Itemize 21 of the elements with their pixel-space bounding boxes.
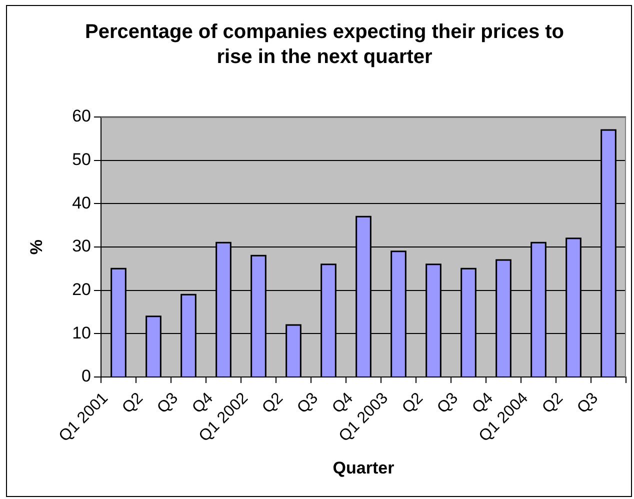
x-tick-label: Q2: [539, 390, 567, 417]
x-tick-label: Q3: [294, 390, 322, 417]
y-tick-label: 50: [72, 150, 91, 170]
x-tick-label: Q4: [189, 390, 217, 417]
x-tick-label: Q2: [259, 390, 287, 417]
x-tick-label: Q3: [154, 390, 182, 417]
x-tick-label: Q2: [399, 390, 427, 417]
x-tick-label: Q3: [434, 390, 462, 417]
y-tick-label: 60: [72, 106, 91, 126]
x-tick-label: Q3: [574, 390, 602, 417]
x-tick-label: Q4: [469, 390, 497, 417]
y-axis-title: %: [26, 239, 46, 255]
y-tick-label: 40: [72, 193, 91, 212]
x-tick-label: Q4: [329, 390, 357, 417]
chart-title: Percentage of companies expecting their prices to rise in the next quarter: [84, 21, 564, 68]
y-tick-label: 20: [72, 280, 91, 300]
x-axis-title: Quarter: [332, 458, 395, 478]
y-tick-label: 0: [82, 366, 91, 386]
y-tick-label: 30: [72, 236, 91, 256]
x-tick-label: Q2: [119, 390, 147, 417]
y-tick-label: 10: [72, 323, 91, 342]
